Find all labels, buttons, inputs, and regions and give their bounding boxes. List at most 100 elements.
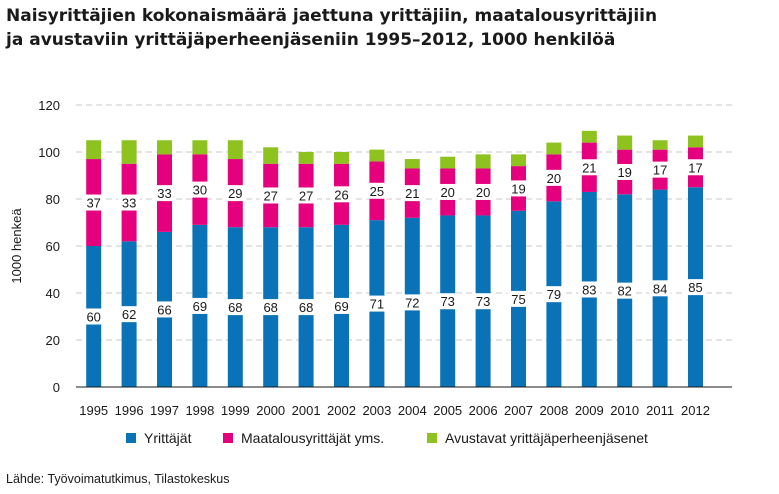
data-label: 73 [476, 294, 490, 309]
data-label-bg [542, 286, 565, 303]
data-label-bg [224, 185, 247, 202]
data-label: 68 [263, 300, 277, 315]
bar-avustavat [298, 152, 314, 164]
data-label: 17 [688, 160, 702, 175]
data-label-bg [684, 279, 707, 296]
data-label-bg [259, 187, 282, 204]
bar-avustavat [263, 147, 279, 164]
data-label-bg [684, 159, 707, 176]
data-label: 30 [193, 183, 207, 198]
legend-swatch [223, 433, 233, 443]
bar-avustavat [369, 149, 385, 162]
data-label-bg [188, 297, 211, 314]
y-tick-label: 0 [53, 380, 60, 395]
data-label: 82 [617, 284, 631, 299]
data-label: 20 [476, 185, 490, 200]
chart-title-line-2: ja avustaviin yrittäjäperheenjäseniin 19… [6, 30, 616, 50]
data-label-bg [436, 183, 459, 200]
data-label-bg [507, 180, 530, 197]
x-tick-label: 1995 [79, 403, 108, 418]
data-label-bg [507, 290, 530, 307]
bar-avustavat [192, 140, 208, 155]
x-tick-label: 2011 [646, 403, 674, 418]
x-tick-label: 1999 [221, 403, 250, 418]
bar-avustavat [475, 154, 491, 169]
data-label-bg [613, 163, 636, 180]
source-note: Lähde: Työvoimatutkimus, Tilastokeskus [6, 472, 230, 486]
data-label: 37 [86, 196, 100, 211]
data-label: 68 [228, 300, 242, 315]
data-label-bg [295, 187, 318, 204]
data-label: 79 [547, 287, 561, 302]
x-tick-label: 2008 [539, 403, 568, 418]
data-label: 26 [334, 187, 348, 202]
data-label-bg [365, 295, 388, 312]
data-labels: 60 37 62 33 66 33 69 30 68 29 68 27 68 27 69 26 71 25 72 21… [82, 159, 707, 325]
data-label: 85 [688, 280, 702, 295]
data-label-bg [330, 297, 353, 314]
data-label-bg [188, 181, 211, 198]
data-label: 68 [299, 300, 313, 315]
data-label: 33 [122, 196, 136, 211]
data-label-bg [578, 159, 601, 176]
data-label: 60 [86, 310, 100, 325]
data-label-bg [436, 293, 459, 310]
bar-avustavat [404, 159, 420, 169]
bars [86, 130, 703, 387]
data-label-bg [542, 169, 565, 186]
data-label: 73 [440, 294, 454, 309]
data-label-bg [472, 293, 495, 310]
data-label: 33 [157, 186, 171, 201]
y-tick-label: 60 [46, 239, 60, 254]
data-label: 84 [653, 281, 667, 296]
data-label: 69 [334, 299, 348, 314]
y-tick-label: 120 [38, 98, 60, 113]
data-label: 25 [370, 184, 384, 199]
data-label-bg [472, 183, 495, 200]
y-tick-label: 20 [46, 333, 60, 348]
data-label-bg [295, 299, 318, 316]
x-tick-label: 2010 [610, 403, 639, 418]
bar-avustavat [440, 156, 456, 169]
data-label-bg [118, 306, 141, 323]
legend-label: Maatalousyrittäjät yms. [241, 430, 384, 446]
data-label-bg [401, 294, 424, 311]
data-label: 72 [405, 295, 419, 310]
data-label: 19 [511, 181, 525, 196]
x-tick-label: 2004 [398, 403, 427, 418]
data-label: 66 [157, 302, 171, 317]
data-label: 71 [370, 297, 384, 312]
data-label: 20 [440, 185, 454, 200]
x-tick-label: 2007 [504, 403, 533, 418]
x-tick-label: 2000 [256, 403, 285, 418]
y-tick-label: 80 [46, 192, 60, 207]
chart-title-line-1: Naisyrittäjien kokonaismäärä jaettuna yr… [6, 6, 658, 26]
bar-avustavat [121, 140, 137, 164]
data-label-bg [330, 186, 353, 203]
x-tick-label: 1997 [150, 403, 179, 418]
data-label: 69 [193, 299, 207, 314]
chart-title: Naisyrittäjien kokonaismäärä jaettuna yr… [6, 4, 776, 52]
data-label: 27 [299, 188, 313, 203]
legend-swatch [427, 433, 437, 443]
data-label-bg [118, 194, 141, 211]
bar-avustavat [227, 140, 243, 160]
x-tick-label: 2001 [292, 403, 321, 418]
legend-label: Avustavat yrittäjäperheenjäsenet [445, 430, 648, 446]
x-tick-label: 2009 [575, 403, 604, 418]
data-label-bg [365, 182, 388, 199]
data-label-bg [613, 282, 636, 299]
data-label-bg [649, 280, 672, 297]
data-label: 62 [122, 307, 136, 322]
data-label: 17 [653, 163, 667, 178]
y-tick-label: 40 [46, 286, 60, 301]
data-label-bg [259, 299, 282, 316]
y-tick-label: 100 [38, 145, 60, 160]
x-tick-label: 1998 [185, 403, 214, 418]
bar-avustavat [546, 142, 562, 155]
bar-avustavat [334, 152, 349, 164]
legend: Yrittäjät Maatalousyrittäjät yms. Avustava… [126, 430, 648, 446]
data-label: 21 [582, 160, 596, 175]
data-label-bg [153, 185, 176, 202]
